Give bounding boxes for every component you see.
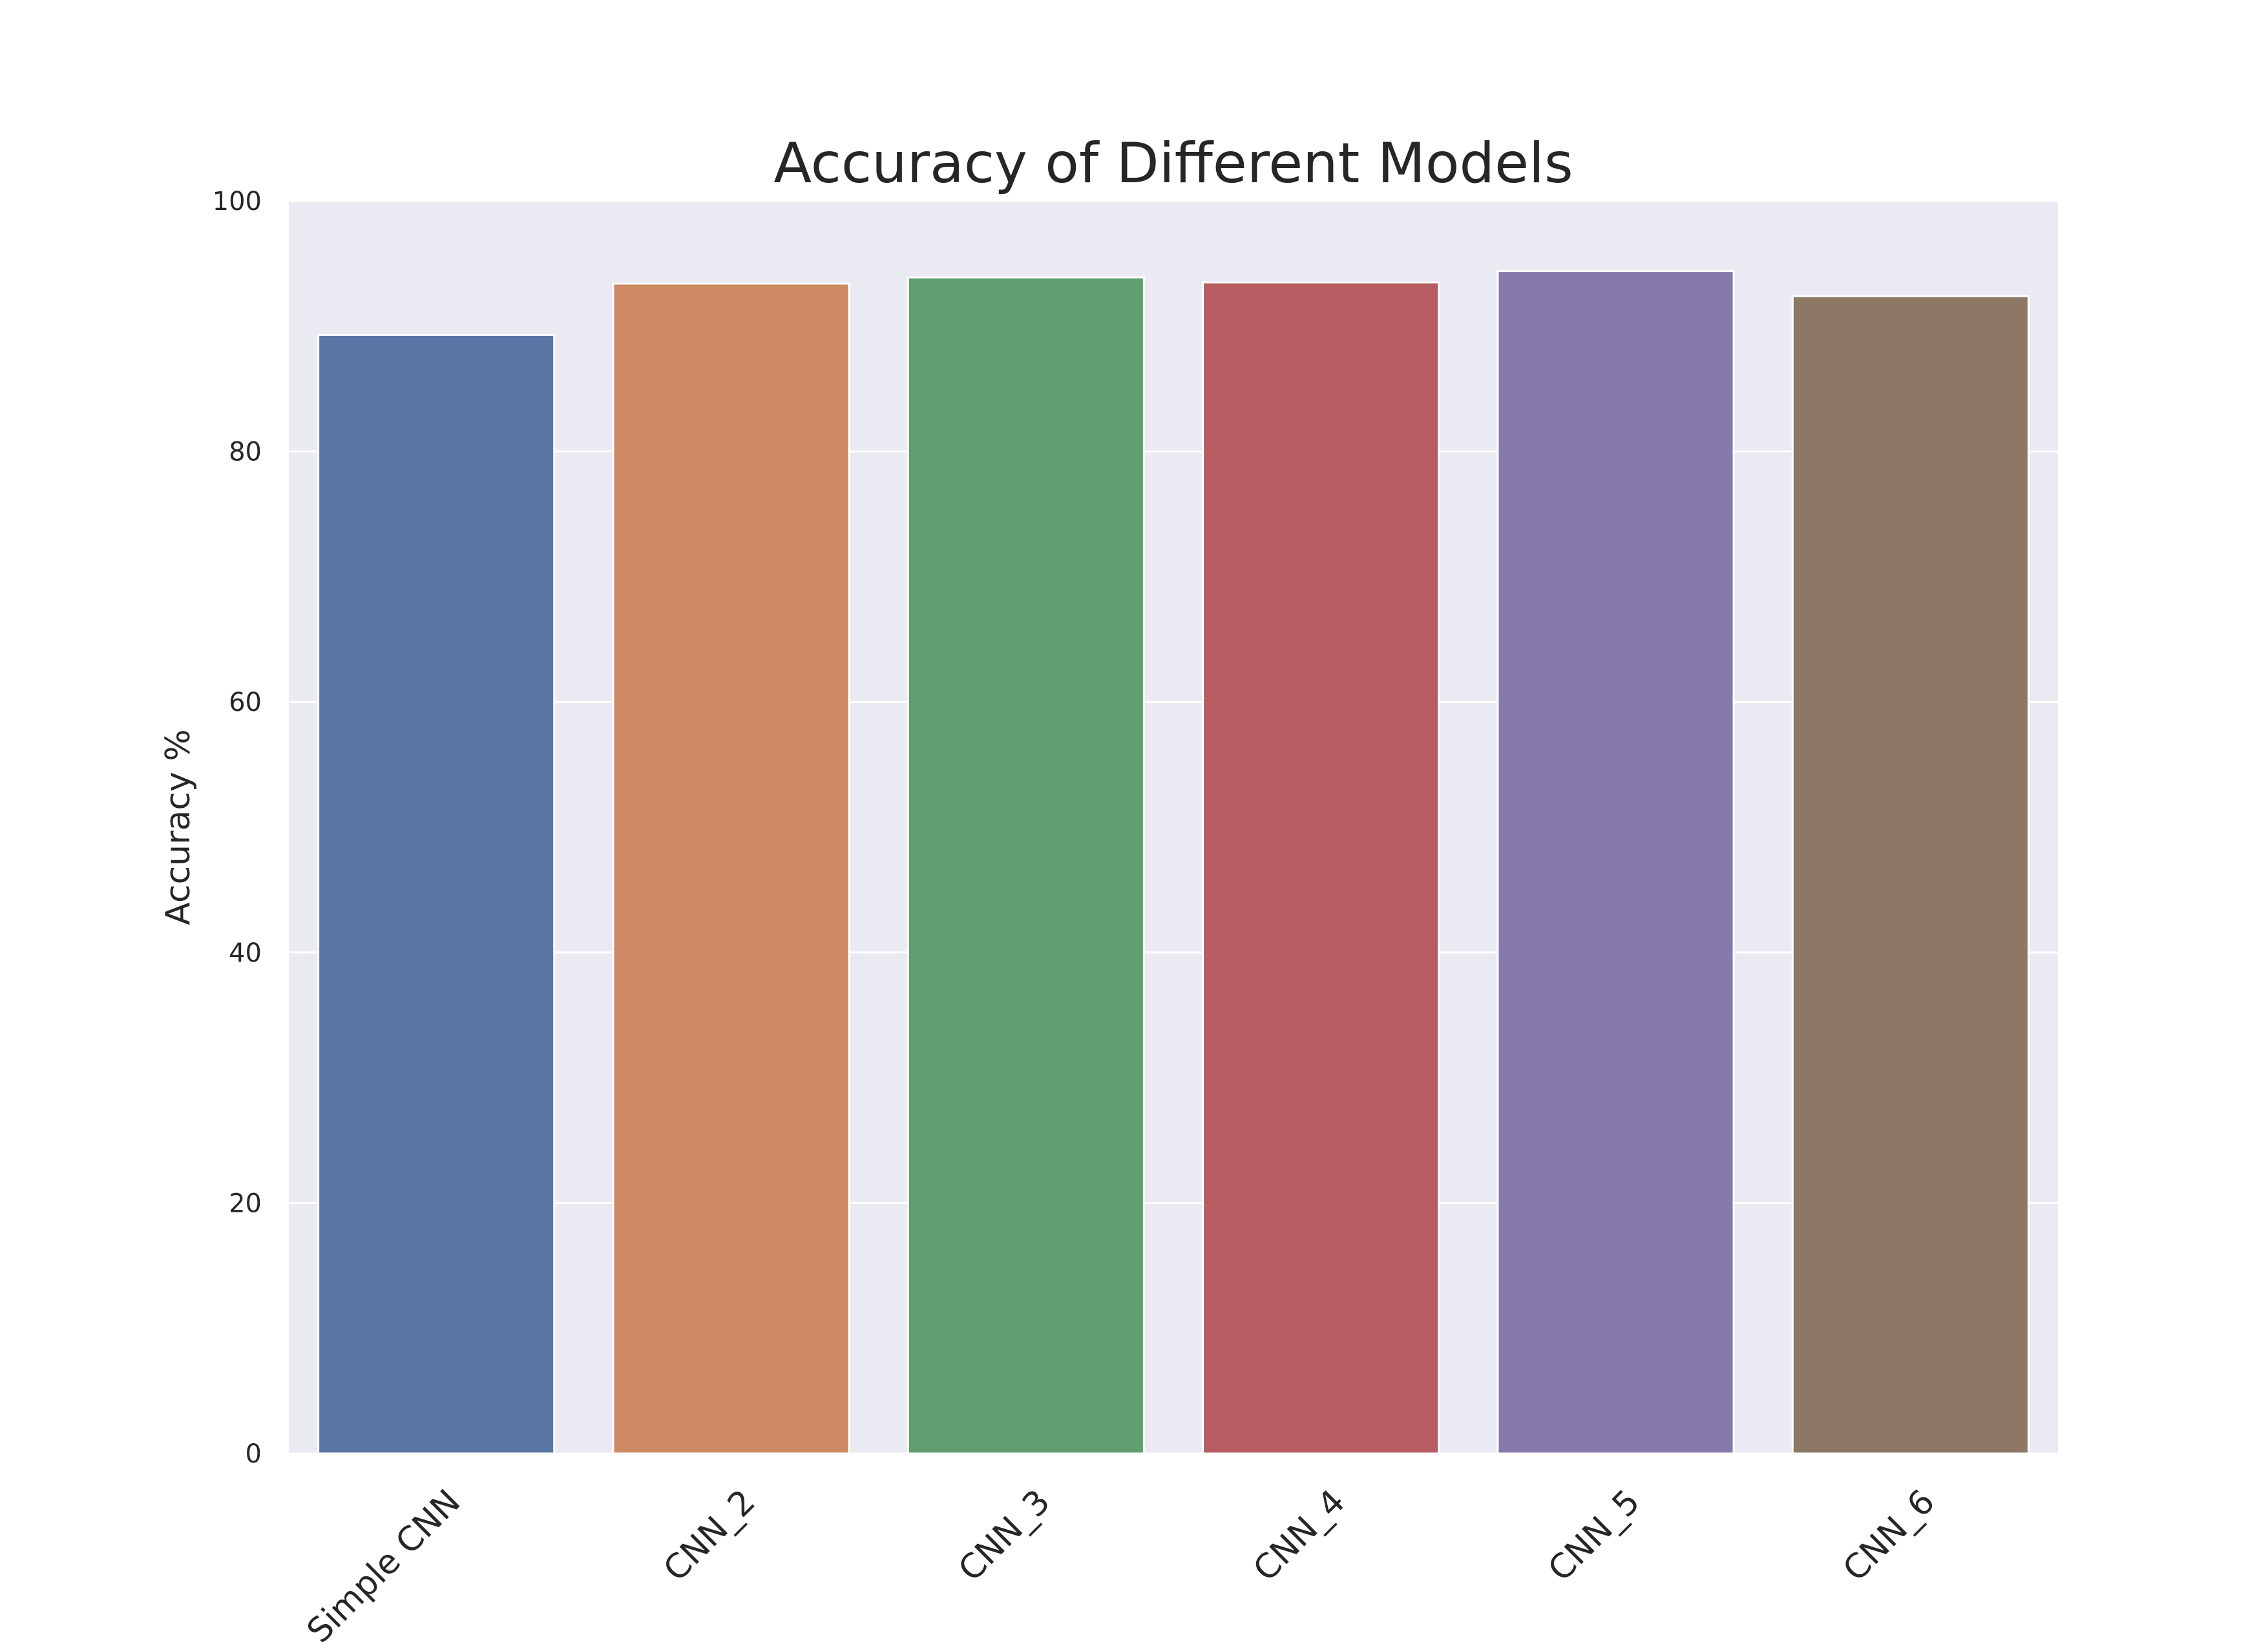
- bars: [317, 270, 2030, 1455]
- bar-cnn-2: [612, 282, 850, 1455]
- y-tick-label: 80: [229, 438, 262, 467]
- y-tick-label: 60: [229, 688, 262, 717]
- x-tick-label: CNN_3: [951, 1483, 1058, 1589]
- x-tick-label: CNN_2: [656, 1483, 763, 1589]
- bar-cnn-3: [907, 276, 1145, 1455]
- y-tick-label: 20: [229, 1188, 262, 1218]
- y-tick-label: 100: [213, 187, 262, 217]
- bar-cnn-6: [1791, 295, 2030, 1455]
- y-tick-label: 40: [229, 938, 262, 968]
- chart-title: Accuracy of Different Models: [773, 131, 1573, 196]
- x-tick-labels: Simple CNN CNN_2 CNN_3 CNN_4 CNN_5 CNN_6: [300, 1483, 1942, 1648]
- bar-simple-cnn: [317, 333, 556, 1455]
- x-tick-label: CNN_5: [1541, 1483, 1648, 1589]
- y-tick-labels: 0 20 40 60 80 100: [213, 187, 262, 1469]
- x-tick-label: Simple CNN: [300, 1483, 468, 1648]
- bar-cnn-4: [1202, 281, 1440, 1455]
- x-tick-label: CNN_6: [1836, 1483, 1942, 1589]
- gridlines: [289, 200, 2058, 1455]
- y-tick-label: 0: [246, 1439, 262, 1469]
- y-axis-label: Accuracy %: [159, 729, 198, 925]
- plot-area: [289, 201, 2058, 1453]
- bar-cnn-5: [1496, 270, 1735, 1455]
- x-tick-label: CNN_4: [1246, 1483, 1352, 1589]
